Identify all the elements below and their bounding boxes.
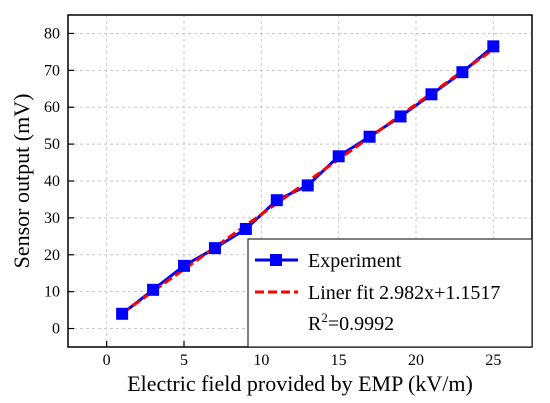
series-layer bbox=[116, 40, 500, 320]
y-axis-title: Sensor output (mV) bbox=[9, 94, 34, 269]
x-tick-label: 15 bbox=[331, 352, 347, 369]
y-tick-label: 40 bbox=[44, 173, 60, 190]
y-tick-label: 50 bbox=[44, 136, 60, 153]
r-squared-prefix: R bbox=[308, 313, 322, 335]
experiment-point bbox=[332, 150, 345, 163]
x-tick-label: 20 bbox=[408, 352, 424, 369]
x-tick-label: 5 bbox=[180, 352, 188, 369]
y-tick-label: 30 bbox=[44, 210, 60, 227]
experiment-point bbox=[116, 307, 129, 320]
legend-experiment-marker bbox=[270, 254, 282, 266]
experiment-point bbox=[425, 88, 438, 101]
x-tick-label: 0 bbox=[103, 352, 111, 369]
axis-ticks: 0 5 10 15 20 25 0 10 20 30 40 50 60 70 80 bbox=[44, 25, 501, 369]
experiment-point bbox=[270, 194, 283, 207]
x-tick-label: 25 bbox=[485, 352, 501, 369]
r-squared-sup: 2 bbox=[321, 310, 328, 325]
y-tick-label: 60 bbox=[44, 99, 60, 116]
x-tick-label: 10 bbox=[253, 352, 269, 369]
y-tick-label: 10 bbox=[44, 284, 60, 301]
x-axis-title: Electric field provided by EMP (kV/m) bbox=[127, 371, 473, 396]
experiment-point bbox=[301, 179, 314, 192]
experiment-point bbox=[456, 66, 469, 79]
r-squared-value: =0.9992 bbox=[328, 313, 394, 335]
y-tick-label: 0 bbox=[52, 321, 60, 338]
legend-fit-label: Liner fit 2.982x+1.1517 bbox=[308, 282, 500, 304]
r-squared-annotation: R2=0.9992 bbox=[308, 310, 394, 335]
legend-experiment-label: Experiment bbox=[308, 250, 402, 272]
experiment-point bbox=[363, 130, 376, 143]
experiment-point bbox=[147, 283, 160, 296]
experiment-point bbox=[208, 242, 221, 255]
experiment-point bbox=[394, 110, 407, 123]
experiment-point bbox=[239, 222, 252, 235]
y-tick-label: 70 bbox=[44, 62, 60, 79]
legend: Experiment Liner fit 2.982x+1.1517 R2=0.… bbox=[247, 238, 533, 348]
experiment-point bbox=[178, 259, 190, 272]
experiment-point bbox=[487, 40, 500, 53]
y-tick-label: 20 bbox=[44, 247, 60, 264]
y-tick-label: 80 bbox=[44, 25, 60, 42]
